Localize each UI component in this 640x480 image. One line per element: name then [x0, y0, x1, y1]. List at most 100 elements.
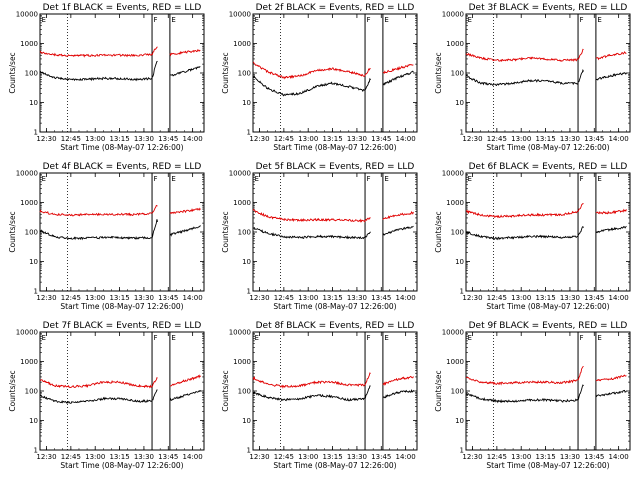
y-tick-label: 100 — [451, 229, 464, 237]
x-tick-label: 13:45 — [584, 453, 604, 461]
marker-label: F — [154, 16, 158, 24]
x-axis-label: Start Time (08-May-07 12:26:00) — [60, 302, 183, 311]
x-tick-label: 12:30 — [36, 294, 56, 302]
x-tick-label: 13:30 — [560, 294, 580, 302]
x-tick-label: 13:00 — [298, 135, 318, 143]
x-tick-label: 12:45 — [274, 135, 294, 143]
marker-label: E — [255, 175, 259, 183]
y-tick-label: 100 — [238, 70, 251, 78]
y-tick-label: 1 — [247, 129, 251, 137]
x-tick-label: 13:45 — [371, 453, 391, 461]
events-series-line — [465, 225, 627, 241]
events-series-line — [39, 219, 201, 241]
marker-label: E — [597, 334, 601, 342]
x-tick-label: 12:30 — [249, 135, 269, 143]
x-axis-label: Start Time (08-May-07 12:26:00) — [486, 302, 609, 311]
panel-title: Det 6f BLACK = Events, RED = LLD — [469, 162, 628, 172]
y-tick-label: 10000 — [229, 329, 251, 337]
x-tick-label: 13:00 — [511, 135, 531, 143]
x-tick-label: 13:45 — [158, 294, 178, 302]
panel-det-6: Det 6f BLACK = Events, RED = LLD 1 10 100 10… — [434, 162, 631, 311]
x-tick-label: 14:00 — [609, 135, 629, 143]
panel-det-3: Det 3f BLACK = Events, RED = LLD 1 10 100 10… — [434, 3, 631, 152]
y-tick-label: 1000 — [446, 40, 464, 48]
marker-label: E — [42, 16, 46, 24]
marker-label: E — [171, 16, 175, 24]
marker-label: E — [384, 175, 388, 183]
y-tick-label: 10000 — [442, 170, 464, 178]
lld-series-line — [39, 374, 201, 389]
x-tick-label: 12:45 — [487, 135, 507, 143]
x-tick-label: 13:15 — [322, 135, 342, 143]
x-tick-label: 12:30 — [462, 453, 482, 461]
x-tick-label: 13:45 — [371, 294, 391, 302]
lld-series-line — [465, 365, 627, 386]
panel-det-8: Det 8f BLACK = Events, RED = LLD 1 10 100 10… — [221, 321, 418, 470]
marker-label: E — [384, 334, 388, 342]
marker-label: F — [580, 334, 584, 342]
plot-frame — [252, 331, 418, 451]
y-tick-label: 1000 — [233, 40, 251, 48]
x-tick-label: 13:00 — [511, 294, 531, 302]
x-tick-label: 13:00 — [298, 453, 318, 461]
y-axis-label: Counts/sec — [221, 370, 230, 411]
x-tick-label: 12:45 — [274, 294, 294, 302]
x-tick-label: 13:30 — [347, 294, 367, 302]
x-tick-label: 13:30 — [134, 135, 154, 143]
x-tick-label: 13:30 — [134, 453, 154, 461]
y-tick-label: 1000 — [233, 199, 251, 207]
panel-title: Det 3f BLACK = Events, RED = LLD — [469, 3, 628, 13]
plot-frame — [465, 13, 631, 133]
marker-label: E — [171, 175, 175, 183]
marker-label: E — [255, 16, 259, 24]
y-tick-label: 10 — [455, 417, 464, 425]
marker-label: E — [468, 175, 472, 183]
x-tick-label: 13:15 — [322, 453, 342, 461]
y-tick-label: 10000 — [16, 329, 38, 337]
x-tick-label: 12:30 — [36, 453, 56, 461]
panel-title: Det 4f BLACK = Events, RED = LLD — [43, 162, 202, 172]
x-tick-label: 12:45 — [61, 453, 81, 461]
x-tick-label: 12:45 — [61, 135, 81, 143]
y-tick-label: 1 — [247, 447, 251, 455]
plot-frame — [465, 172, 631, 292]
y-tick-label: 10 — [242, 258, 251, 266]
x-axis-label: Start Time (08-May-07 12:26:00) — [273, 461, 396, 470]
lld-series-line — [39, 204, 201, 217]
y-tick-label: 100 — [238, 388, 251, 396]
x-tick-label: 14:00 — [396, 453, 416, 461]
marker-label: E — [171, 334, 175, 342]
x-tick-label: 12:30 — [249, 294, 269, 302]
x-tick-label: 14:00 — [183, 453, 203, 461]
y-tick-label: 1 — [247, 288, 251, 296]
y-axis-label: Counts/sec — [434, 211, 443, 252]
x-tick-label: 13:00 — [85, 453, 105, 461]
x-tick-label: 13:00 — [85, 135, 105, 143]
y-tick-label: 10 — [455, 258, 464, 266]
x-tick-label: 13:15 — [322, 294, 342, 302]
y-tick-label: 1 — [460, 288, 464, 296]
x-tick-label: 13:15 — [535, 294, 555, 302]
x-tick-label: 13:00 — [511, 453, 531, 461]
marker-label: E — [468, 16, 472, 24]
x-tick-label: 14:00 — [396, 135, 416, 143]
x-tick-label: 13:15 — [535, 453, 555, 461]
y-tick-label: 100 — [238, 229, 251, 237]
x-tick-label: 13:45 — [158, 453, 178, 461]
lld-series-line — [465, 48, 627, 63]
panel-det-9: Det 9f BLACK = Events, RED = LLD 1 10 100 10… — [434, 321, 631, 470]
x-tick-label: 13:30 — [560, 453, 580, 461]
x-tick-label: 14:00 — [609, 453, 629, 461]
x-tick-label: 14:00 — [183, 135, 203, 143]
x-tick-label: 13:30 — [134, 294, 154, 302]
x-tick-label: 13:00 — [298, 294, 318, 302]
y-tick-label: 10000 — [229, 170, 251, 178]
panel-det-5: Det 5f BLACK = Events, RED = LLD 1 10 100 10… — [221, 162, 418, 311]
y-tick-label: 10 — [29, 417, 38, 425]
y-tick-label: 10 — [242, 99, 251, 107]
x-tick-label: 12:45 — [487, 453, 507, 461]
x-tick-label: 12:45 — [61, 294, 81, 302]
y-tick-label: 100 — [25, 229, 38, 237]
y-axis-label: Counts/sec — [8, 370, 17, 411]
